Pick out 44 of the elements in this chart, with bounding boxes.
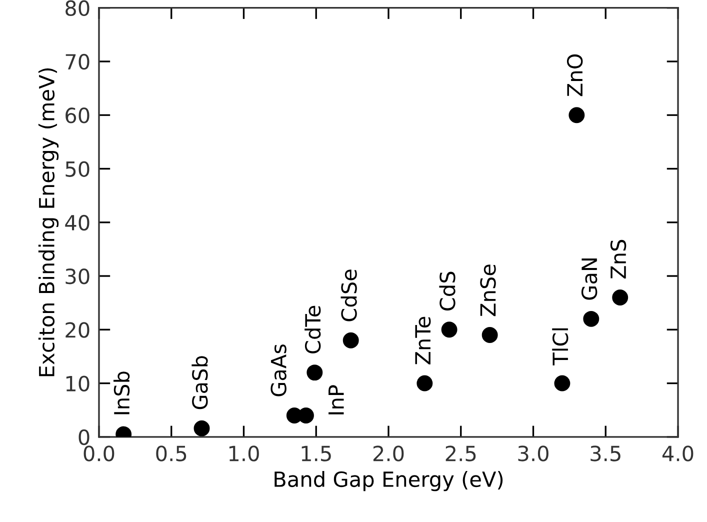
x-tick-label: 0.0 xyxy=(84,446,114,462)
y-tick-label: 50 xyxy=(66,161,90,177)
annotation: ZnS xyxy=(610,240,626,279)
annotation: InSb xyxy=(114,372,130,414)
point xyxy=(298,407,314,424)
annotation: ZnSe xyxy=(480,264,496,316)
y-tick-label: 10 xyxy=(66,376,90,392)
x-axis-title: Band Gap Energy (eV) xyxy=(274,470,503,492)
point xyxy=(306,364,323,381)
x-tick-label: 1.5 xyxy=(302,446,331,462)
annotation: GaSb xyxy=(192,356,208,410)
x-tick-label: 4.0 xyxy=(662,446,694,462)
point xyxy=(612,289,628,306)
x-tick-label: 3.5 xyxy=(590,446,620,462)
point xyxy=(416,375,433,392)
annotation: TlCl xyxy=(552,328,568,366)
annotation: InP xyxy=(328,385,344,414)
x-tick-label: 2.0 xyxy=(373,446,404,462)
annotation: CdTe xyxy=(304,306,321,354)
annotation: GaN xyxy=(581,258,598,300)
x-tick-label: 1.0 xyxy=(229,446,259,462)
point xyxy=(194,420,210,436)
y-tick-label: 40 xyxy=(65,214,90,231)
point xyxy=(482,327,498,343)
y-tick-label: 80 xyxy=(66,0,90,16)
y-tick-label: 30 xyxy=(66,268,90,284)
point xyxy=(583,310,600,327)
point xyxy=(342,332,359,348)
annotation: ZnO xyxy=(566,54,583,96)
annotation: GaAs xyxy=(270,344,286,396)
annotation: CdS xyxy=(439,272,456,310)
y-tick-label: 0 xyxy=(78,429,90,446)
point xyxy=(554,375,570,392)
x-tick-label: 0.5 xyxy=(156,446,186,462)
y-tick-label: 70 xyxy=(66,54,90,70)
annotation: CdSe xyxy=(340,270,357,322)
point xyxy=(441,322,458,338)
point xyxy=(568,107,585,124)
annotation: ZnTe xyxy=(415,316,431,364)
x-tick-label: 3.0 xyxy=(518,446,548,462)
x-tick-label: 2.5 xyxy=(446,446,476,462)
y-tick-label: 60 xyxy=(66,108,90,124)
y-tick-label: 20 xyxy=(66,322,90,338)
y-axis-title: Exciton Binding Energy (meV) xyxy=(38,68,59,376)
